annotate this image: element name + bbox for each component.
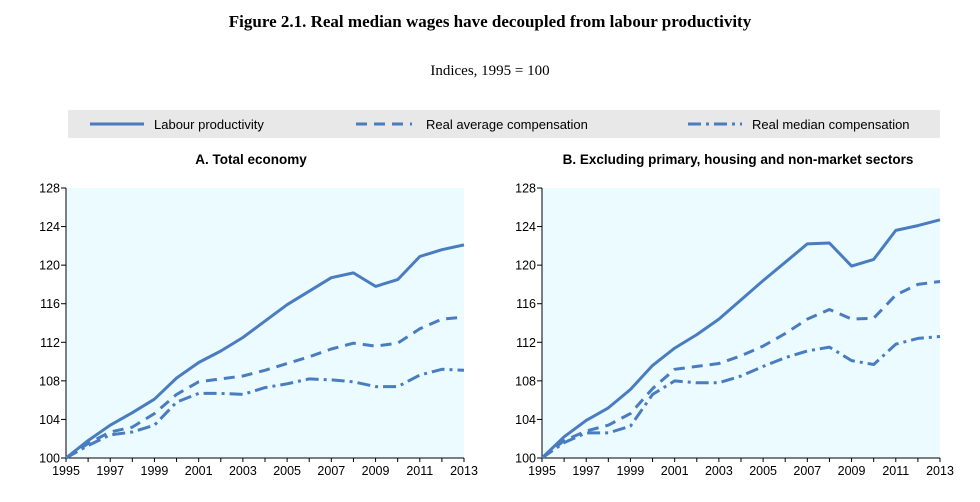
y-tick-label: 112: [40, 336, 60, 350]
legend-label: Real median compensation: [752, 117, 910, 132]
y-tick-label: 116: [516, 297, 536, 311]
series-line-real-median-compensation: [65, 367, 465, 460]
x-tick-label: 2011: [882, 464, 909, 478]
plot-area: [542, 188, 940, 458]
x-tick-label: 2005: [749, 464, 777, 478]
x-tick-label: 2007: [793, 464, 821, 478]
x-tick-label: 1999: [141, 464, 169, 478]
y-tick-label: 112: [516, 336, 536, 350]
x-tick-label: 2013: [450, 464, 478, 478]
y-tick-label: 120: [515, 259, 536, 273]
x-tick-label: 2009: [838, 464, 866, 478]
x-tick-label: 2007: [317, 464, 345, 478]
panel-title: B. Excluding primary, housing and non-ma…: [563, 152, 914, 167]
series-line-real-median-compensation: [541, 335, 941, 460]
legend-dashed-line-icon: [356, 122, 412, 126]
x-tick-label: 2001: [661, 464, 689, 478]
x-tick-label: 1997: [96, 464, 124, 478]
legend: Labour productivity Real average compens…: [68, 110, 940, 138]
y-tick-label: 124: [515, 220, 536, 234]
series-line-labour-productivity: [540, 218, 941, 460]
panel-title: A. Total economy: [195, 152, 307, 167]
x-tick-label: 1995: [52, 464, 80, 478]
figure-subtitle: Indices, 1995 = 100: [430, 63, 550, 79]
x-tick-label: 2011: [406, 464, 433, 478]
y-tick-label: 120: [39, 259, 60, 273]
series-line-real-average-compensation: [541, 280, 941, 460]
legend-label: Real average compensation: [426, 117, 588, 132]
x-tick-label: 2013: [926, 464, 954, 478]
legend-dash-dot-line-icon: [688, 122, 742, 126]
y-tick-label: 124: [39, 220, 60, 234]
x-tick-label: 2009: [362, 464, 390, 478]
y-tick-label: 116: [40, 297, 60, 311]
x-tick-label: 2003: [229, 464, 257, 478]
series-line-labour-productivity: [65, 243, 465, 460]
x-tick-label: 2003: [705, 464, 733, 478]
y-tick-label: 104: [39, 413, 60, 427]
x-tick-label: 1999: [617, 464, 645, 478]
x-tick-label: 2001: [185, 464, 213, 478]
y-tick-label: 104: [515, 413, 536, 427]
x-tick-label: 1997: [572, 464, 600, 478]
figure-title: Figure 2.1. Real median wages have decou…: [228, 12, 752, 31]
y-tick-label: 128: [515, 182, 536, 196]
series-line-real-average-compensation: [65, 315, 465, 460]
legend-solid-line-icon: [90, 122, 144, 126]
y-tick-label: 100: [39, 452, 60, 466]
x-tick-label: 1995: [528, 464, 556, 478]
x-tick-label: 2005: [273, 464, 301, 478]
legend-label: Labour productivity: [154, 117, 264, 132]
y-tick-label: 108: [515, 374, 536, 388]
y-tick-label: 128: [39, 182, 60, 196]
y-tick-label: 108: [39, 374, 60, 388]
y-tick-label: 100: [515, 452, 536, 466]
